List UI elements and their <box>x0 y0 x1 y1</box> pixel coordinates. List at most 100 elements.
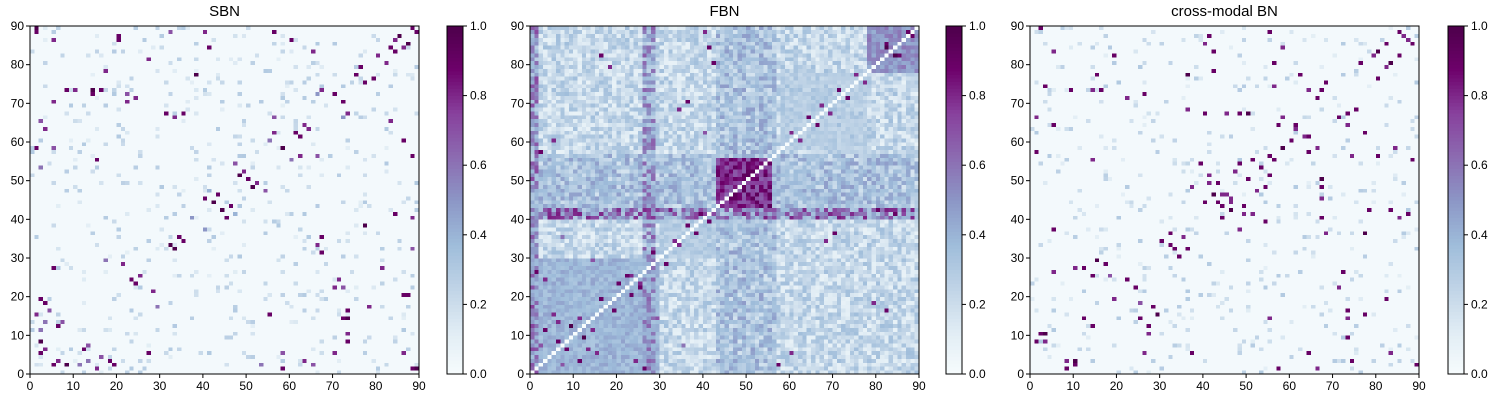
heatmap-cell <box>120 358 126 363</box>
heatmap-cell <box>414 172 420 178</box>
heatmap-cell <box>116 165 122 170</box>
heatmap-cell <box>138 300 143 305</box>
heatmap-cell <box>285 362 290 367</box>
heatmap-cell <box>68 246 74 251</box>
heatmap-cell <box>280 370 286 375</box>
heatmap-cell <box>163 339 169 344</box>
heatmap-cell <box>228 203 234 209</box>
heatmap-cell <box>328 350 333 356</box>
heatmap-cell <box>189 269 195 274</box>
heatmap-cell <box>168 346 173 352</box>
heatmap-cell <box>246 250 251 255</box>
heatmap-cell <box>30 258 35 263</box>
heatmap-cell <box>336 180 342 185</box>
heatmap-cell <box>81 188 87 193</box>
heatmap-cell <box>228 261 234 267</box>
heatmap-cell <box>371 234 377 240</box>
heatmap-cell <box>367 223 372 228</box>
heatmap-cell <box>388 335 394 340</box>
heatmap-cell <box>202 207 208 212</box>
heatmap-cell <box>172 323 178 328</box>
heatmap-cell <box>116 366 122 371</box>
heatmap-cell <box>138 319 143 325</box>
heatmap-cell <box>94 358 100 363</box>
heatmap-cell <box>142 331 148 336</box>
heatmap-cell <box>315 176 320 182</box>
heatmap-cell <box>406 223 411 228</box>
heatmap-cell <box>81 234 87 240</box>
heatmap-cell <box>163 200 169 205</box>
heatmap-cell <box>397 300 403 305</box>
heatmap-cell <box>345 184 351 189</box>
heatmap-cell <box>77 258 83 263</box>
heatmap-cell <box>336 242 342 247</box>
heatmap-cell <box>367 200 372 205</box>
heatmap-cell <box>280 292 286 298</box>
heatmap-cell <box>155 211 161 216</box>
heatmap-cell <box>272 254 277 259</box>
heatmap-cell <box>38 265 44 270</box>
heatmap-cell <box>94 169 100 174</box>
heatmap-cell <box>30 219 35 224</box>
heatmap-cell <box>64 296 70 301</box>
heatmap-cell <box>86 296 91 301</box>
heatmap-cell <box>86 258 91 263</box>
heatmap-cell <box>90 354 96 359</box>
heatmap-cell <box>241 238 247 243</box>
heatmap-cell <box>116 335 122 340</box>
heatmap-cell <box>55 366 61 371</box>
heatmap-cell <box>220 246 225 251</box>
heatmap-cell <box>375 188 381 193</box>
heatmap-cell <box>168 331 173 336</box>
heatmap-cell <box>181 265 186 270</box>
heatmap-cell <box>90 184 96 189</box>
heatmap-cell <box>254 172 260 178</box>
heatmap-cell <box>133 362 139 367</box>
heatmap-cell <box>224 215 230 220</box>
heatmap-cell <box>77 358 83 363</box>
heatmap-cell <box>77 180 83 185</box>
heatmap-cell <box>367 184 372 189</box>
heatmap-cell <box>151 165 156 170</box>
heatmap-cell <box>215 258 221 263</box>
heatmap-cell <box>401 215 407 220</box>
heatmap-cell <box>42 354 48 359</box>
heatmap-cell <box>297 312 303 317</box>
heatmap-cell <box>185 258 191 263</box>
heatmap-cell <box>215 230 221 236</box>
heatmap-cell <box>81 207 87 212</box>
heatmap-cell <box>393 203 398 209</box>
heatmap-cell <box>55 292 61 298</box>
heatmap-cell <box>293 370 299 375</box>
heatmap-cell <box>263 281 269 286</box>
heatmap-cell <box>323 331 329 336</box>
heatmap-cell <box>34 219 39 224</box>
heatmap-cell <box>233 308 238 313</box>
heatmap-cell <box>38 192 44 197</box>
heatmap-cell <box>285 165 290 170</box>
heatmap-cell <box>367 300 372 305</box>
heatmap-cell <box>285 211 290 216</box>
heatmap-cell <box>38 366 44 371</box>
heatmap-cell <box>358 265 364 270</box>
heatmap-cell <box>194 350 199 356</box>
heatmap-cell <box>138 258 143 263</box>
heatmap-cell <box>81 327 87 332</box>
heatmap-cell <box>289 296 294 301</box>
heatmap-cell <box>155 362 161 367</box>
heatmap-cell <box>215 296 221 301</box>
heatmap-cell <box>163 234 169 240</box>
heatmap-cell <box>414 358 420 363</box>
heatmap-cell <box>81 331 87 336</box>
heatmap-cell <box>393 258 398 263</box>
heatmap-cell <box>47 203 52 209</box>
heatmap-cell <box>151 250 156 255</box>
heatmap-cell <box>293 288 299 294</box>
heatmap-cell <box>73 258 78 263</box>
heatmap-cell <box>371 188 377 193</box>
heatmap-cell <box>371 176 377 182</box>
heatmap-cell <box>151 269 156 274</box>
heatmap-cell <box>349 331 355 336</box>
heatmap-cell <box>133 331 139 336</box>
heatmap-cell <box>142 358 148 363</box>
